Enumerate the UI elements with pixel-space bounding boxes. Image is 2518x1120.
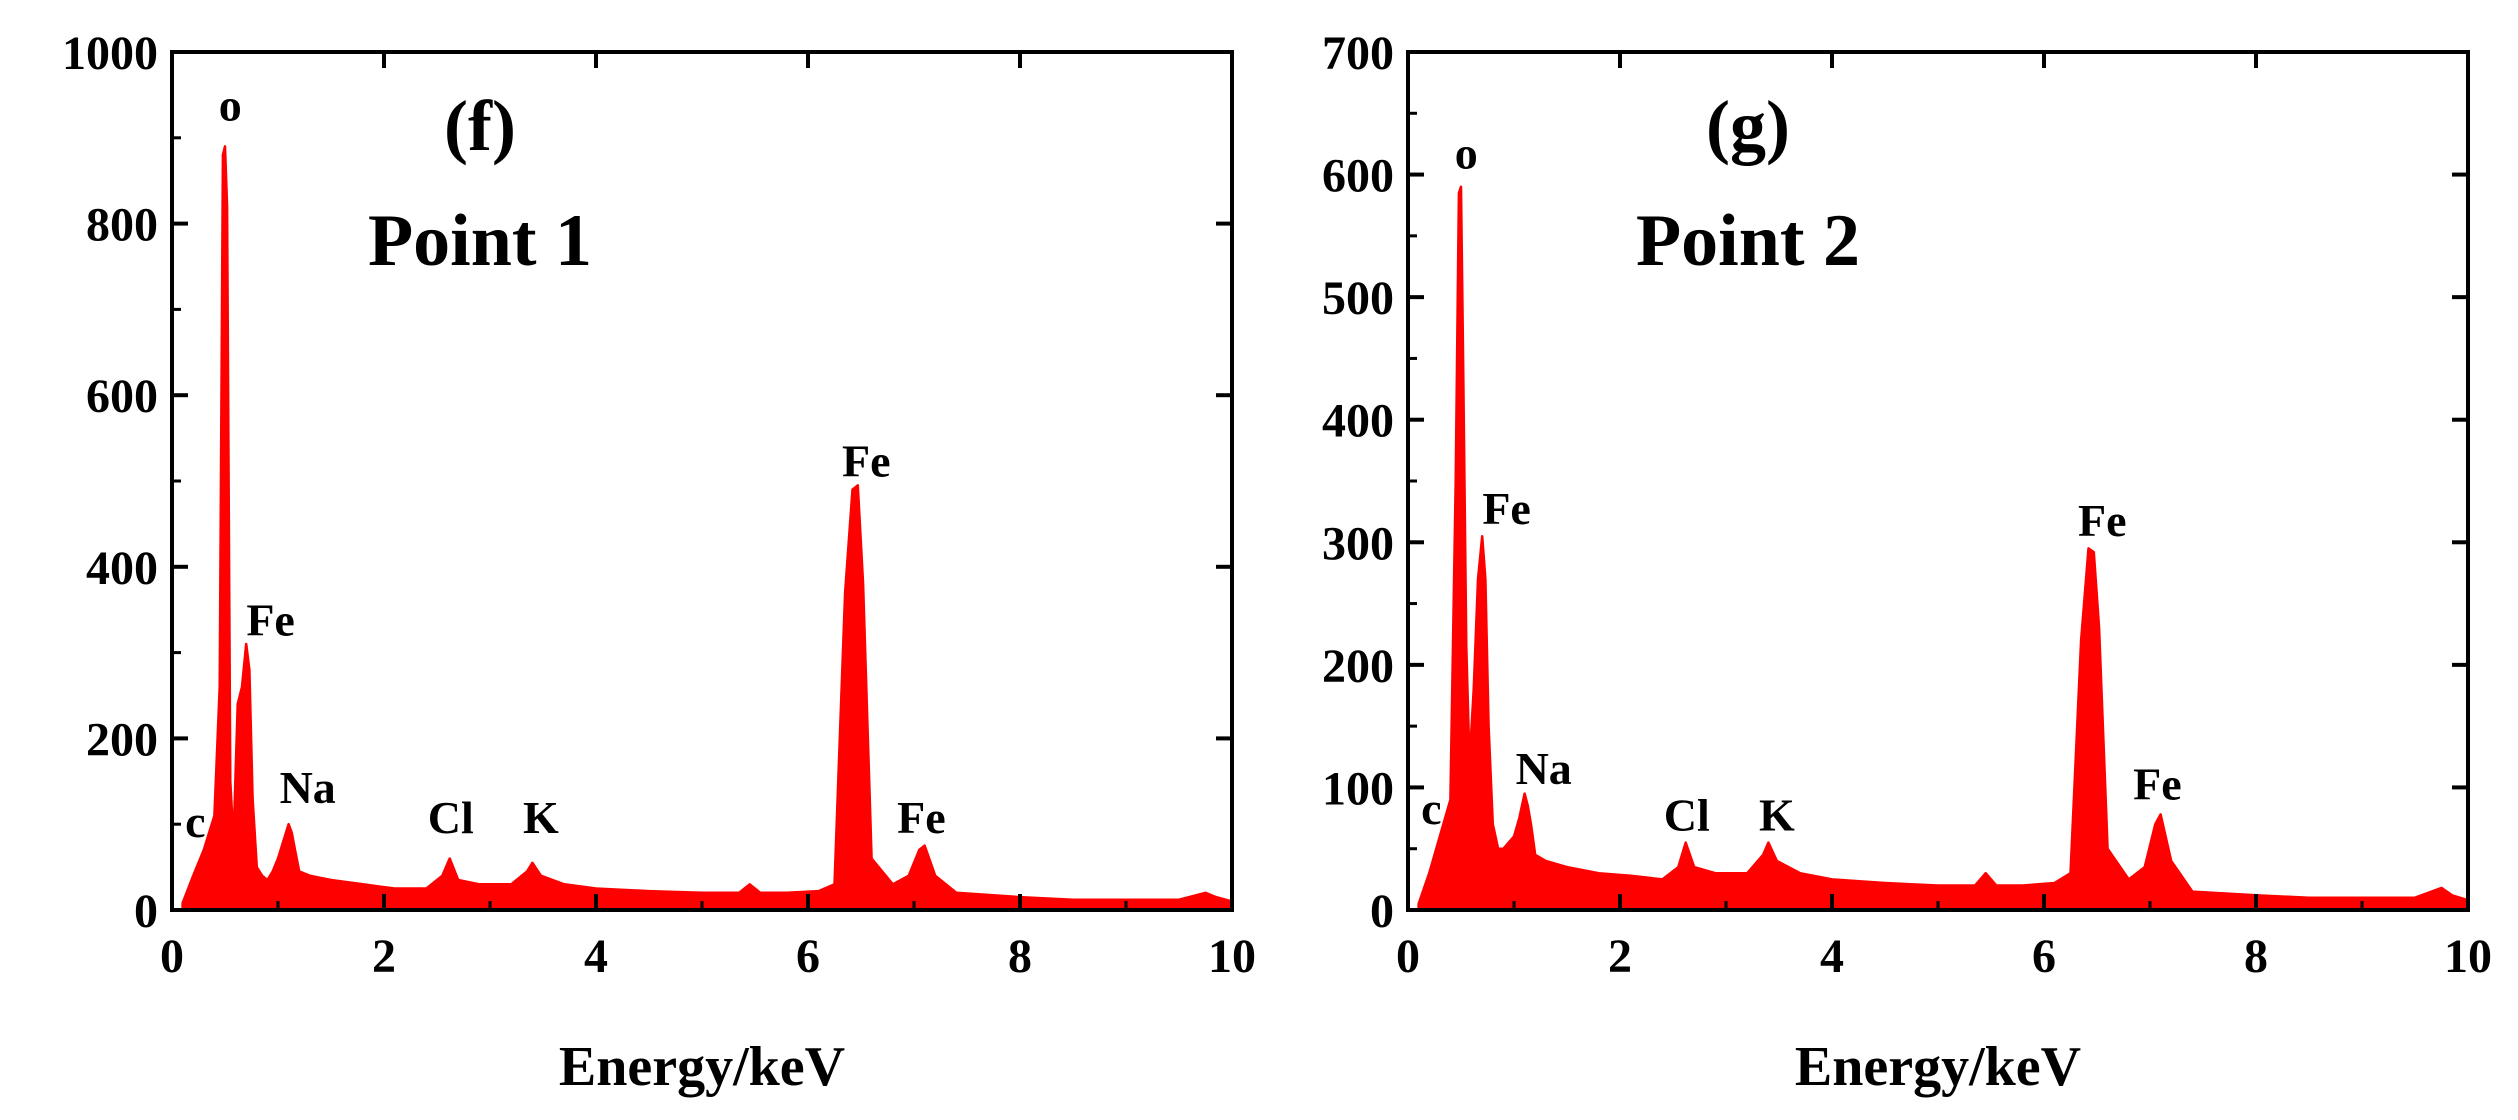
peak-label-g: Fe bbox=[2078, 495, 2127, 546]
y-tick-label-g: 600 bbox=[1322, 150, 1394, 203]
y-tick-label-f: 800 bbox=[86, 199, 158, 252]
y-tick-label-g: 700 bbox=[1322, 27, 1394, 80]
peak-label-f: Fe bbox=[897, 792, 946, 843]
peak-label-g: c bbox=[1421, 783, 1441, 834]
x-axis-title-f: Energy/keV bbox=[559, 1036, 845, 1098]
peak-label-g: o bbox=[1455, 127, 1478, 178]
x-tick-label-f: 10 bbox=[1208, 930, 1256, 983]
x-tick-label-f: 0 bbox=[160, 930, 184, 983]
y-tick-label-g: 400 bbox=[1322, 395, 1394, 448]
peak-label-f: Fe bbox=[246, 594, 295, 645]
peak-label-f: c bbox=[185, 796, 205, 847]
x-axis-title-g: Energy/keV bbox=[1795, 1036, 2081, 1098]
y-tick-label-f: 0 bbox=[134, 885, 158, 938]
peak-label-f: Na bbox=[280, 762, 336, 813]
x-tick-label-f: 4 bbox=[584, 930, 608, 983]
spectrum-area-g bbox=[1417, 185, 2470, 912]
peak-label-g: Fe bbox=[1482, 483, 1531, 534]
spectrum-g bbox=[1417, 185, 2470, 912]
x-tick-label-g: 10 bbox=[2444, 930, 2492, 983]
y-tick-label-g: 500 bbox=[1322, 272, 1394, 325]
peak-label-f: o bbox=[219, 80, 242, 131]
y-tick-label-g: 200 bbox=[1322, 640, 1394, 693]
y-tick-label-g: 0 bbox=[1370, 885, 1394, 938]
x-tick-label-g: 6 bbox=[2032, 930, 2056, 983]
peak-label-g: Fe bbox=[2133, 759, 2182, 810]
peak-label-g: Cl bbox=[1664, 789, 1710, 840]
panel-label-g: (g) bbox=[1706, 86, 1790, 166]
panel-label-f: (f) bbox=[444, 86, 516, 166]
x-tick-label-g: 0 bbox=[1396, 930, 1420, 983]
peak-label-f: Cl bbox=[428, 792, 474, 843]
x-tick-label-g: 2 bbox=[1608, 930, 1632, 983]
chart-panel-f: 0 2 4 6 8 10 0 200 400 600 800 1000 (f) Point 1 Ene… bbox=[62, 27, 1256, 1098]
axis-ticks-f: 0 2 4 6 8 10 0 200 400 600 800 1000 bbox=[62, 27, 1256, 983]
peak-label-f: Fe bbox=[842, 436, 891, 487]
x-tick-label-f: 8 bbox=[1008, 930, 1032, 983]
panel-title-f: Point 1 bbox=[368, 200, 592, 282]
y-tick-label-f: 600 bbox=[86, 370, 158, 423]
panel-title-g: Point 2 bbox=[1636, 200, 1860, 282]
y-tick-label-g: 300 bbox=[1322, 517, 1394, 570]
x-tick-label-f: 6 bbox=[796, 930, 820, 983]
y-tick-label-f: 400 bbox=[86, 542, 158, 595]
peak-label-g: Na bbox=[1516, 743, 1572, 794]
peak-label-g: K bbox=[1759, 789, 1795, 840]
spectrum-f bbox=[181, 145, 1234, 912]
x-tick-label-g: 4 bbox=[1820, 930, 1844, 983]
peak-label-f: K bbox=[523, 792, 559, 843]
y-tick-label-f: 1000 bbox=[62, 27, 158, 80]
spectrum-area-f bbox=[181, 145, 1234, 912]
x-tick-label-f: 2 bbox=[372, 930, 396, 983]
y-tick-label-g: 100 bbox=[1322, 762, 1394, 815]
x-tick-label-g: 8 bbox=[2244, 930, 2268, 983]
y-tick-label-f: 200 bbox=[86, 713, 158, 766]
